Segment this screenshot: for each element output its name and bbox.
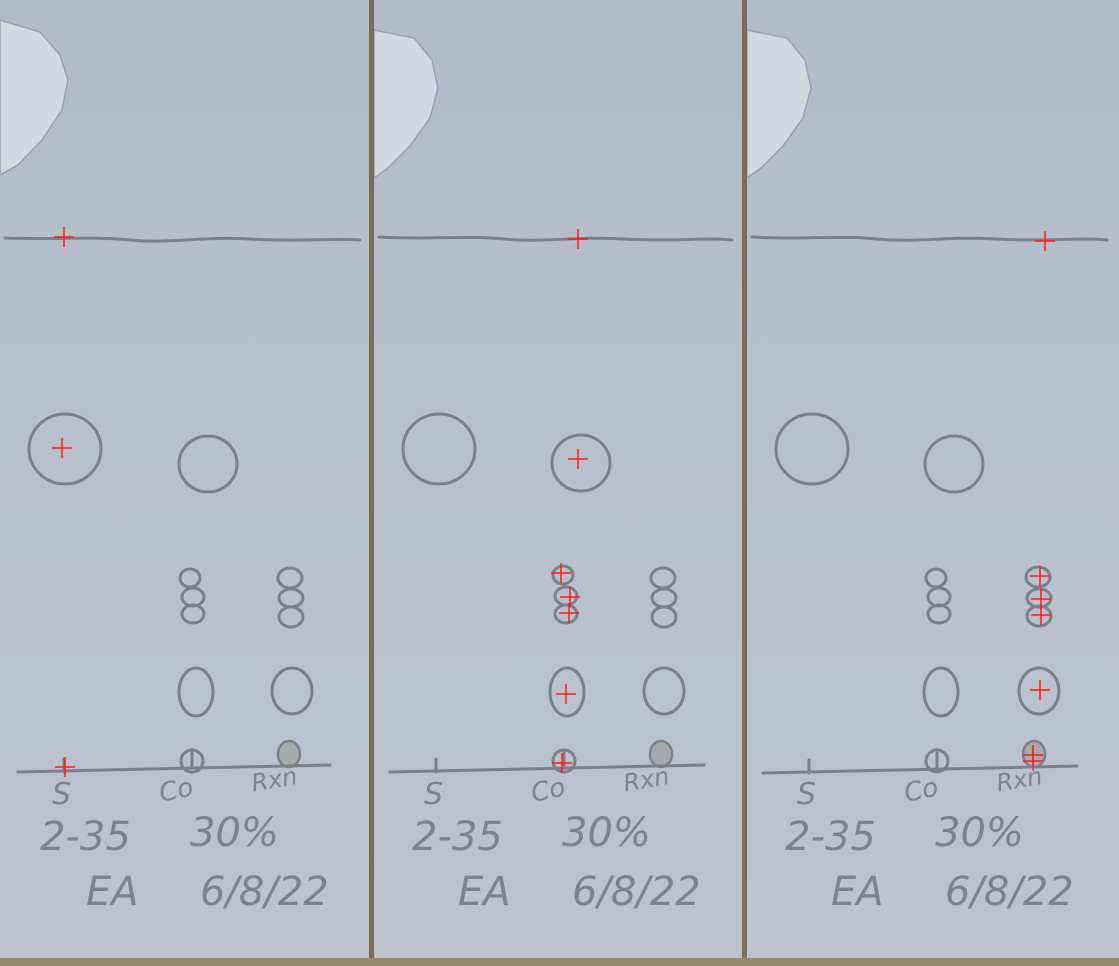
- spot: [180, 603, 206, 625]
- annotation-text: 30%: [562, 810, 651, 856]
- spot-co-lane-top: [550, 433, 612, 493]
- annotation-text: EA: [831, 869, 884, 915]
- spot: [642, 666, 686, 716]
- annotation-text: 2-35: [40, 814, 131, 860]
- lane-label: S: [52, 777, 71, 812]
- spot: [1025, 604, 1053, 628]
- spot: [1025, 587, 1053, 609]
- crosshair-marker: [551, 563, 571, 583]
- spot: [649, 566, 677, 590]
- baseline: [761, 764, 1079, 775]
- spot: [553, 585, 579, 607]
- crosshair-marker: [568, 449, 588, 469]
- spot: [277, 605, 305, 629]
- crosshair-marker: [1030, 680, 1050, 700]
- crosshair-marker: [1035, 231, 1055, 251]
- spot-s-lane: [27, 412, 103, 486]
- tlc-plate-1-drawing: S Co Rxn 2-35 30% EA 6/8/22: [0, 19, 362, 915]
- lane-label: S: [424, 777, 443, 812]
- crosshair-marker: [1023, 751, 1043, 771]
- spot: [924, 567, 948, 589]
- crosshair-marker: [54, 227, 74, 247]
- spot-co-lane-top: [177, 434, 239, 494]
- spot: [551, 564, 575, 586]
- foil-corner: [374, 29, 439, 179]
- annotation-text: EA: [86, 869, 139, 915]
- crosshair-marker: [560, 587, 580, 607]
- backing-strip: [0, 958, 1119, 966]
- crosshair-marker: [559, 603, 579, 623]
- annotation-text: 30%: [935, 810, 1024, 856]
- spot-s-lane: [774, 412, 850, 486]
- spot: [926, 603, 952, 625]
- annotation-text: 6/8/22: [572, 869, 701, 915]
- spot-s-lane: [401, 412, 477, 486]
- spot: [180, 586, 206, 608]
- tlc-plate-1: S Co Rxn 2-35 30% EA 6/8/22: [0, 0, 369, 958]
- lane-label: S: [797, 777, 816, 812]
- baseline: [16, 763, 332, 774]
- spot: [179, 748, 205, 774]
- tlc-plate-2-drawing: S Co Rxn 2-35 30% EA 6/8/22: [374, 29, 734, 915]
- annotation-text: 6/8/22: [200, 869, 329, 915]
- plate-divider: [742, 0, 747, 966]
- baseline: [388, 763, 706, 774]
- crosshair-marker: [568, 229, 588, 249]
- spot: [270, 666, 314, 716]
- crosshair-marker: [556, 684, 576, 704]
- spot-co-lane-top: [923, 434, 985, 494]
- solvent-front: [3, 236, 362, 243]
- spot: [553, 603, 579, 625]
- foil-corner: [0, 19, 69, 176]
- spot: [178, 567, 202, 589]
- tlc-plate-3-drawing: S Co Rxn 2-35 30% EA 6/8/22: [747, 29, 1109, 915]
- lane-label: Co: [156, 772, 196, 808]
- spot: [650, 605, 678, 629]
- spot: [548, 666, 586, 718]
- spot: [177, 666, 215, 718]
- crosshair-marker: [1030, 566, 1050, 586]
- marker-group: [1023, 231, 1055, 771]
- solvent-front: [750, 235, 1109, 242]
- lane-label: Co: [528, 772, 568, 808]
- spot: [1017, 666, 1061, 716]
- foil-corner: [747, 29, 812, 179]
- annotation-text: 30%: [190, 810, 279, 856]
- lane-label: Co: [901, 772, 941, 808]
- spot: [276, 566, 304, 590]
- crosshair-marker: [1031, 605, 1051, 625]
- spot: [277, 587, 305, 609]
- annotation-text: EA: [458, 869, 511, 915]
- spot: [650, 587, 678, 609]
- crosshair-marker: [55, 757, 75, 777]
- tlc-plate-2: S Co Rxn 2-35 30% EA 6/8/22: [374, 0, 742, 958]
- spot: [926, 586, 952, 608]
- crosshair-marker: [552, 753, 572, 773]
- annotation-text: 2-35: [412, 814, 503, 860]
- spot: [551, 748, 577, 774]
- spot: [922, 666, 960, 718]
- marker-group: [551, 229, 588, 773]
- crosshair-marker: [52, 438, 72, 458]
- annotation-text: 6/8/22: [945, 869, 1074, 915]
- plate-divider: [369, 0, 374, 966]
- marker-group: [52, 227, 75, 777]
- tlc-plate-3: S Co Rxn 2-35 30% EA 6/8/22: [747, 0, 1119, 958]
- spot: [924, 748, 950, 774]
- spot: [1024, 565, 1052, 589]
- solvent-front: [377, 235, 734, 242]
- annotation-text: 2-35: [785, 814, 876, 860]
